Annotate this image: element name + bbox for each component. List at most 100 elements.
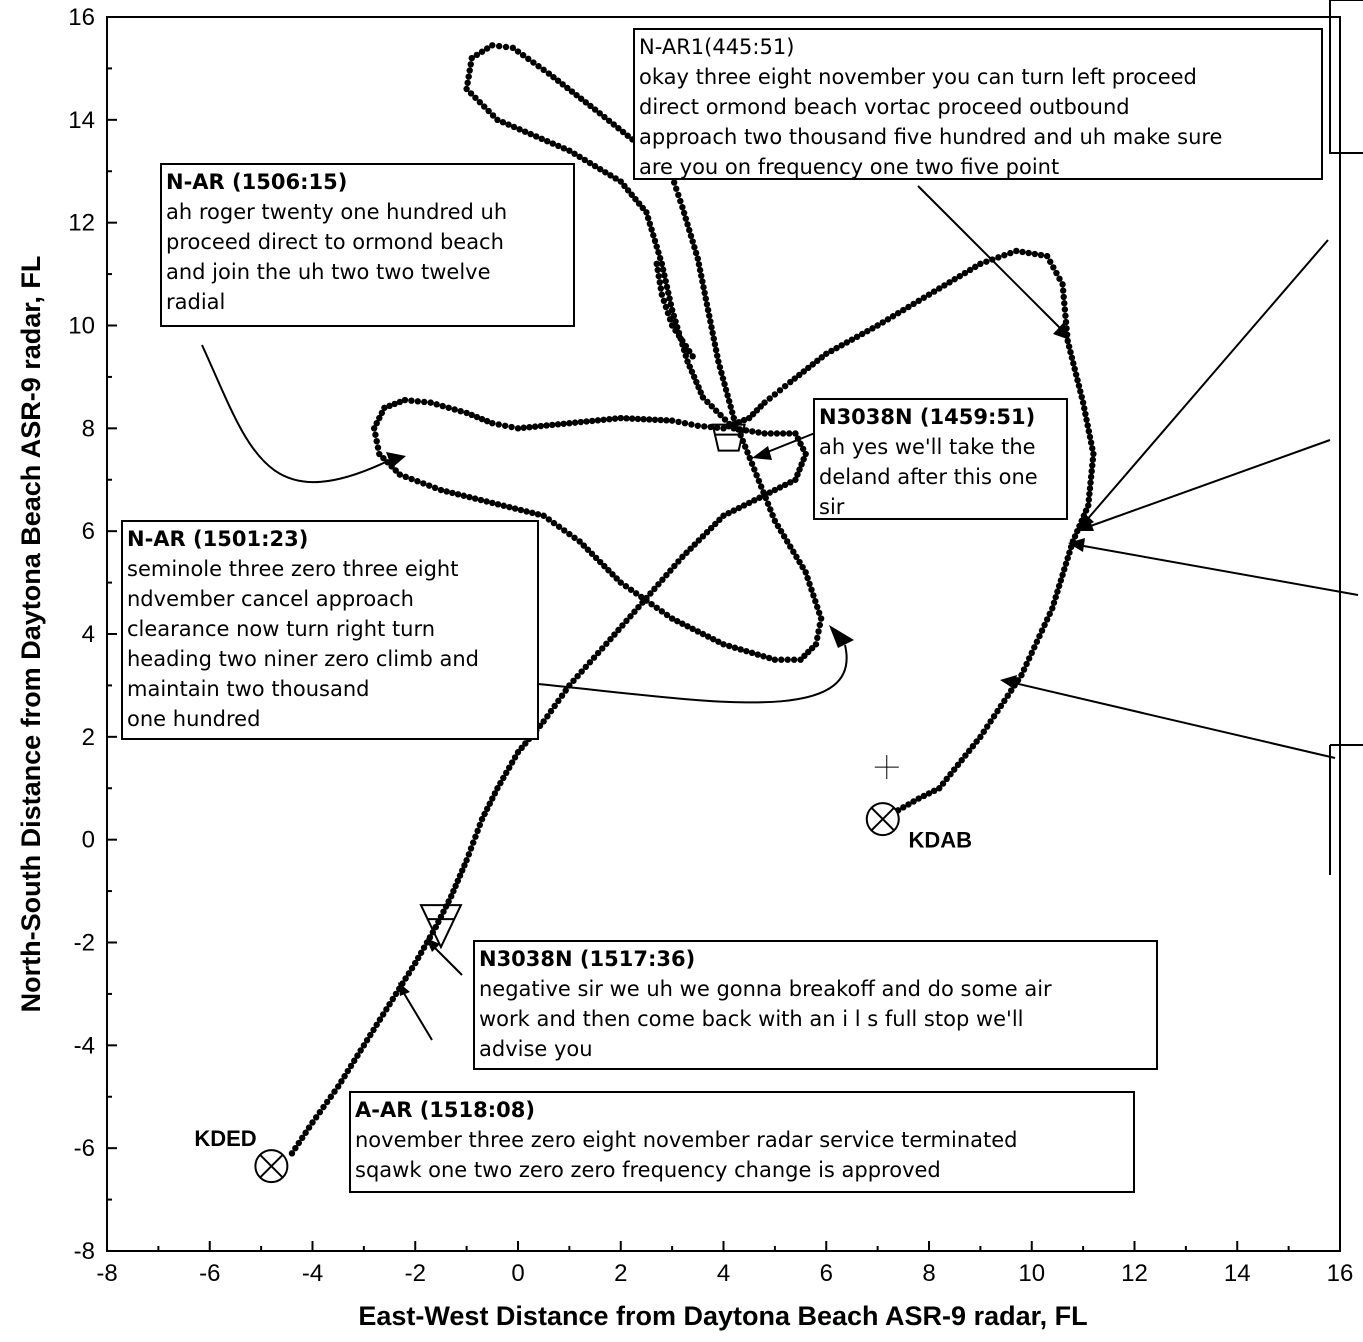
track-point	[459, 867, 466, 874]
track-point	[956, 272, 964, 280]
track-point	[805, 364, 812, 372]
track-point	[681, 419, 689, 427]
annotation-n-ar-1501: N-AR (1501:23) seminole three zero three…	[121, 520, 539, 740]
x-tick-label: 0	[511, 1260, 524, 1287]
track-point	[457, 407, 464, 415]
track-point	[607, 172, 614, 179]
track-point	[624, 187, 632, 194]
track-point	[370, 425, 378, 432]
track-point	[590, 654, 598, 661]
track-point	[799, 445, 807, 453]
track-point	[682, 215, 690, 222]
track-point	[445, 404, 452, 411]
track-point	[594, 417, 602, 424]
track-point	[1078, 393, 1085, 401]
track-point	[1001, 697, 1008, 705]
track-point	[517, 506, 525, 514]
track-point	[514, 425, 522, 432]
track-point	[816, 621, 824, 629]
track-point	[804, 574, 811, 582]
track-point	[699, 533, 707, 540]
track-point	[610, 121, 617, 128]
track-point	[658, 608, 666, 615]
arrowhead-n-ar1-445	[1053, 322, 1070, 340]
track-point	[686, 348, 693, 355]
track-point	[695, 537, 703, 544]
track-point	[771, 656, 779, 663]
track-point	[726, 642, 733, 650]
track-point	[316, 1108, 324, 1116]
track-point	[951, 276, 958, 283]
track-point	[656, 254, 664, 262]
track-point	[611, 631, 618, 638]
track-point	[1082, 507, 1090, 514]
track-point	[771, 517, 779, 525]
right-edge-fragments	[1329, 0, 1363, 875]
track-point	[1075, 382, 1083, 389]
annotation-line: ndvember cancel approach	[127, 587, 414, 611]
track-point	[309, 1119, 316, 1126]
annotation-line: negative sir we uh we gonna breakoff and…	[479, 977, 1052, 1001]
track-point	[894, 309, 902, 317]
annotation-line: and join the uh two two twelve	[166, 260, 491, 284]
track-point	[463, 85, 470, 93]
track-point	[694, 628, 702, 635]
y-tick-label: 6	[82, 518, 95, 545]
track-point	[619, 128, 627, 136]
track-point	[796, 558, 803, 566]
track-point	[961, 269, 969, 277]
track-point	[704, 633, 712, 640]
track-point	[540, 718, 547, 725]
track-point	[544, 713, 551, 720]
track-point	[578, 668, 585, 675]
track-point	[755, 429, 762, 436]
track-point	[607, 635, 614, 643]
track-point	[966, 266, 974, 274]
track-point	[473, 51, 481, 59]
track-point	[381, 404, 388, 411]
track-point	[560, 145, 568, 152]
track-point	[374, 444, 382, 451]
track-point	[1052, 593, 1059, 601]
track-point	[596, 110, 603, 117]
track-point	[421, 398, 428, 406]
track-point	[561, 527, 568, 534]
track-point	[341, 1072, 348, 1080]
track-point	[623, 617, 630, 625]
arrow-right-4	[1009, 681, 1336, 759]
annotation-line: november three zero eight november radar…	[355, 1128, 1018, 1152]
x-tick-label: 2	[614, 1260, 627, 1287]
track-point	[574, 672, 581, 680]
track-point	[651, 237, 659, 245]
track-point	[800, 368, 807, 375]
track-point	[764, 500, 772, 507]
track-point	[470, 839, 477, 846]
track-point	[516, 126, 523, 133]
track-point	[735, 504, 743, 512]
x-tick-label: 4	[717, 1260, 730, 1287]
track-point	[703, 301, 711, 308]
track-point	[657, 285, 665, 292]
track-point	[1061, 566, 1068, 573]
track-point	[509, 44, 517, 52]
airport-cross	[259, 1154, 284, 1178]
track-point	[522, 740, 529, 747]
track-point	[376, 450, 383, 458]
track-point	[833, 344, 840, 352]
track-point	[658, 260, 666, 267]
track-point	[597, 558, 604, 566]
track-point	[730, 425, 737, 432]
track-point	[686, 363, 693, 370]
track-point	[1059, 571, 1066, 579]
track-point	[779, 430, 787, 437]
track-point	[592, 554, 600, 562]
track-point	[1085, 496, 1093, 503]
track-point	[668, 615, 676, 622]
track-point	[500, 774, 507, 782]
track-point	[478, 48, 486, 55]
track-point	[597, 165, 604, 173]
track-point	[713, 424, 721, 431]
track-point	[757, 483, 765, 490]
track-point	[1089, 456, 1097, 463]
track-point	[695, 384, 702, 391]
